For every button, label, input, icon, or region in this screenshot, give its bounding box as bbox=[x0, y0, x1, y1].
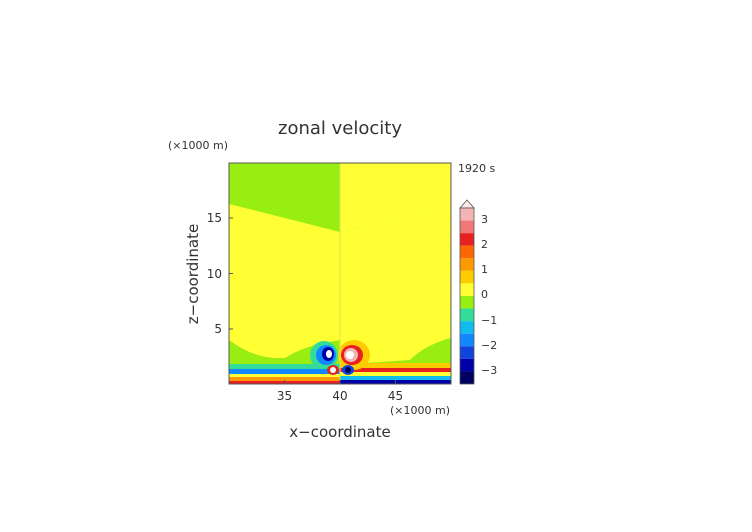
colorbar-label-1: 1 bbox=[481, 263, 488, 276]
colorbar-swatch-6 bbox=[460, 283, 474, 296]
colorbar-swatch-0 bbox=[460, 208, 474, 221]
band-right-yellow bbox=[340, 372, 451, 376]
x-tick-label-40: 40 bbox=[332, 389, 347, 403]
surface-core-right-center bbox=[345, 367, 351, 373]
colorbar-swatch-13 bbox=[460, 371, 474, 384]
y-tick-label-10: 10 bbox=[207, 267, 222, 281]
y-tick-label-5: 5 bbox=[214, 322, 222, 336]
vortex-left-core bbox=[326, 350, 332, 358]
colorbar-label-minus-1: −1 bbox=[481, 314, 497, 327]
band-left-blue bbox=[229, 369, 340, 375]
x-unit-label: (×1000 m) bbox=[390, 404, 450, 417]
x-axis-ticks: 35 40 45 bbox=[277, 380, 403, 403]
region-middle-left-positive bbox=[229, 232, 340, 359]
y-axis-label: z−coordinate bbox=[184, 224, 202, 324]
region-upper-left-positive bbox=[229, 204, 340, 232]
colorbar-swatch-11 bbox=[460, 346, 474, 359]
colorbar-swatch-5 bbox=[460, 270, 474, 284]
colorbar-label-minus-3: −3 bbox=[481, 364, 497, 377]
vortex-right-core bbox=[346, 351, 354, 359]
colorbar-swatch-9 bbox=[460, 321, 474, 334]
region-middle-right-positive bbox=[340, 205, 451, 370]
colorbar-label-0: 0 bbox=[481, 288, 488, 301]
colorbar-swatch-3 bbox=[460, 245, 474, 259]
surface-core-left-center bbox=[330, 367, 336, 373]
colorbar-frame bbox=[459, 207, 475, 385]
y-axis-ticks: 5 10 15 bbox=[207, 211, 233, 336]
colorbar-swatch-4 bbox=[460, 258, 474, 271]
colorbar-swatch-12 bbox=[460, 358, 474, 372]
colorbar-swatch-7 bbox=[460, 296, 474, 309]
x-axis-label: x−coordinate bbox=[289, 423, 390, 441]
z-unit-label: (×1000 m) bbox=[168, 139, 228, 152]
y-tick-label-15: 15 bbox=[207, 211, 222, 225]
colorbar-swatch-10 bbox=[460, 333, 474, 347]
x-tick-label-45: 45 bbox=[388, 389, 403, 403]
region-upper-right-positive bbox=[340, 163, 451, 232]
x-tick-label-35: 35 bbox=[277, 389, 292, 403]
colorbar: 3 2 1 0 −1 −2 −3 bbox=[459, 199, 497, 385]
colorbar-swatch-2 bbox=[460, 233, 474, 246]
colorbar-swatch-1 bbox=[460, 220, 474, 234]
chart-title: zonal velocity bbox=[278, 118, 402, 139]
colorbar-swatches bbox=[460, 208, 474, 384]
band-left-yellow bbox=[229, 374, 340, 377]
band-left-teal bbox=[229, 364, 340, 371]
colorbar-label-3: 3 bbox=[481, 213, 488, 226]
time-label: 1920 s bbox=[458, 162, 495, 175]
band-left-orange bbox=[229, 377, 340, 381]
band-right-gold bbox=[340, 363, 451, 369]
colorbar-label-minus-2: −2 bbox=[481, 339, 497, 352]
band-right-cyan bbox=[340, 376, 451, 380]
band-right-red bbox=[340, 368, 451, 372]
colorbar-swatch-8 bbox=[460, 308, 474, 322]
colorbar-label-2: 2 bbox=[481, 238, 488, 251]
contour-plot-area bbox=[228, 162, 452, 385]
colorbar-extend-arrow bbox=[459, 199, 475, 209]
